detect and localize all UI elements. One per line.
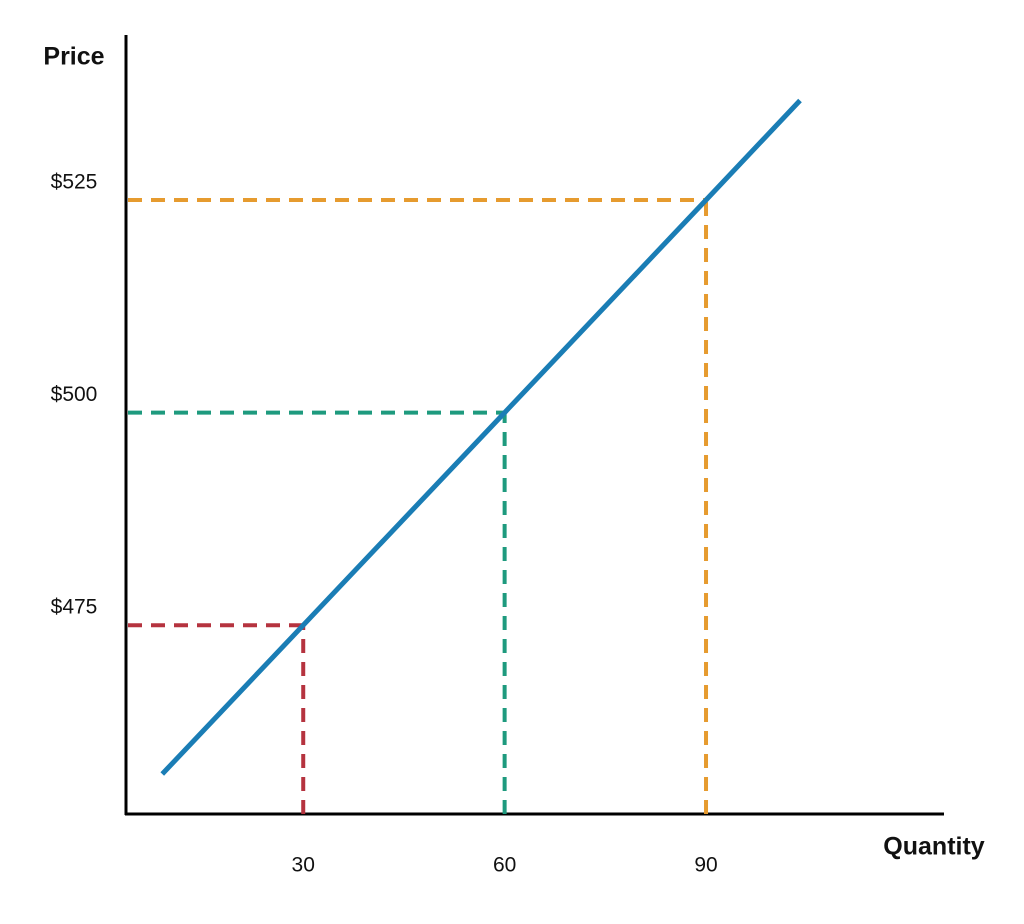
supply-line bbox=[160, 98, 802, 776]
x-tick-label: 30 bbox=[292, 854, 315, 877]
y-axis-title: Price bbox=[43, 43, 104, 71]
x-tick-label: 60 bbox=[493, 854, 516, 877]
x-tick-label: 90 bbox=[694, 854, 717, 877]
y-tick-label: $525 bbox=[51, 171, 98, 194]
y-tick-label: $475 bbox=[51, 596, 98, 619]
y-tick-label: $500 bbox=[51, 383, 98, 406]
x-axis-title: Quantity bbox=[883, 833, 984, 861]
